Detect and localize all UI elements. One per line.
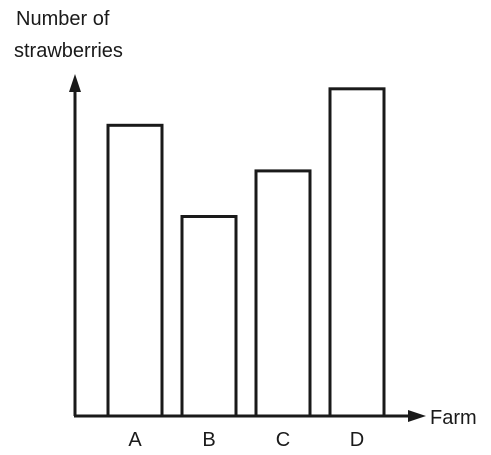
bar-c	[254, 169, 312, 418]
y-axis-label-line-1: Number of	[16, 8, 110, 30]
y-axis-arrow	[69, 74, 81, 92]
bars-group	[106, 87, 386, 418]
x-tick-label-d: D	[350, 429, 364, 451]
x-tick-label-a: A	[128, 429, 142, 451]
bar-d	[328, 87, 386, 418]
y-axis-label-line-2: strawberries	[14, 40, 123, 62]
x-tick-label-b: B	[202, 429, 215, 451]
bar-a	[106, 123, 164, 418]
x-tick-labels: A B C D	[128, 429, 364, 451]
bar-b	[180, 215, 238, 418]
x-axis-arrow	[408, 410, 426, 422]
x-tick-label-c: C	[276, 429, 290, 451]
x-axis-label: Farm	[430, 407, 477, 429]
